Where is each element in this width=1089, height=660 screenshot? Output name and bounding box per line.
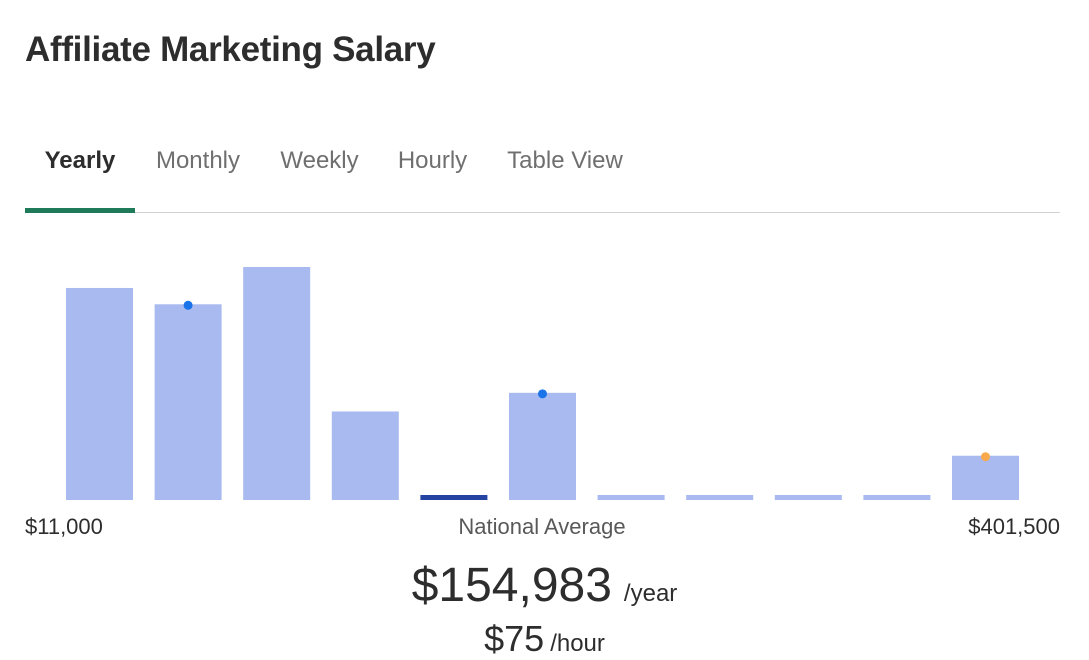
tab-hourly[interactable]: Hourly (397, 147, 468, 174)
histogram-bar (774, 495, 842, 500)
page-title: Affiliate Marketing Salary (25, 30, 436, 69)
histogram-bar (863, 495, 931, 500)
yearly-salary: $154,983/year (0, 558, 1089, 613)
tab-monthly[interactable]: Monthly (155, 147, 241, 174)
yearly-salary-value: $154,983 (411, 559, 612, 612)
min-salary-label: $11,000 (25, 514, 103, 539)
histogram-bar (66, 287, 133, 500)
histogram-bar (952, 455, 1019, 500)
pay-period-tabs: Yearly Monthly Weekly Hourly Table View (25, 140, 1060, 213)
hourly-salary-unit: /hour (550, 630, 605, 657)
histogram-bar (597, 495, 665, 500)
national-average-label: National Average (458, 514, 626, 539)
histogram-bar (243, 267, 311, 500)
histogram-bar (154, 304, 222, 500)
histogram-bar-highlight (420, 495, 488, 500)
histogram-marker (538, 389, 547, 399)
yearly-salary-unit: /year (623, 580, 678, 607)
hourly-salary: $75/hour (0, 618, 1089, 660)
max-salary-label: $401,500 (968, 514, 1060, 539)
histogram-bar (509, 392, 576, 500)
tab-yearly[interactable]: Yearly (25, 140, 135, 213)
histogram-marker (183, 300, 193, 310)
tab-weekly[interactable]: Weekly (280, 147, 359, 174)
histogram-bar (686, 495, 754, 500)
histogram-bar (331, 411, 399, 500)
salary-histogram (66, 267, 1019, 500)
tab-table-view[interactable]: Table View (507, 147, 623, 174)
hourly-salary-value: $75 (484, 618, 545, 659)
histogram-marker (981, 452, 990, 462)
